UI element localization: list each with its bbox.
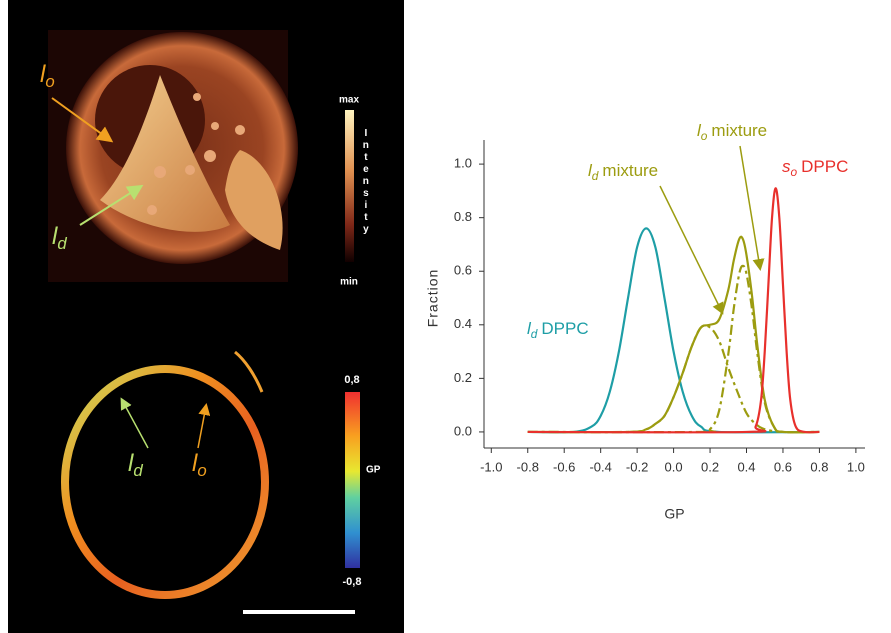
y-tick-label: 0.4 — [454, 316, 472, 331]
colorbar-max: 0,8 — [344, 374, 359, 386]
colorbar-min: -0,8 — [343, 576, 362, 588]
annotation-arrow — [660, 186, 722, 312]
label-subscript: d — [592, 169, 599, 183]
x-tick-label: 1.0 — [847, 459, 865, 474]
label-text: DPPC — [801, 157, 848, 176]
figure: max Intensity min 0,8 GP -0,8 loldldlo-1… — [0, 0, 891, 633]
x-tick-label: 0.8 — [810, 459, 828, 474]
x-tick-label: -0.2 — [626, 459, 648, 474]
y-axis-label: Fraction — [425, 269, 441, 328]
x-tick-label: 0.2 — [701, 459, 719, 474]
x-tick-label: -0.8 — [517, 459, 539, 474]
label-text: DPPC — [541, 319, 588, 338]
x-tick-label: 0.6 — [774, 459, 792, 474]
label-text: mixture — [711, 121, 767, 140]
colorbar-min: min — [340, 277, 358, 288]
colorbar-max: max — [339, 95, 359, 106]
label-subscript: o — [701, 129, 708, 143]
x-axis-label: GP — [664, 506, 684, 522]
colorbar-title: GP — [366, 465, 381, 476]
label-subscript: o — [791, 165, 798, 179]
y-tick-label: 0.8 — [454, 209, 472, 224]
gp-colorbar — [345, 392, 360, 568]
label-subscript: o — [45, 73, 54, 92]
label-text: mixture — [602, 161, 658, 180]
intensity-colorbar — [345, 110, 354, 262]
y-tick-label: 0.0 — [454, 423, 472, 438]
colorbar-title: Intensity — [360, 128, 371, 236]
y-tick-label: 0.6 — [454, 263, 472, 278]
x-tick-label: -0.6 — [553, 459, 575, 474]
x-tick-label: -1.0 — [480, 459, 502, 474]
y-tick-label: 1.0 — [454, 156, 472, 171]
x-tick-label: 0.0 — [665, 459, 683, 474]
x-tick-label: 0.4 — [737, 459, 755, 474]
x-tick-label: -0.4 — [589, 459, 611, 474]
label-subscript: d — [133, 462, 143, 481]
label-subscript: d — [531, 327, 538, 341]
y-tick-label: 0.2 — [454, 370, 472, 385]
label-subscript: o — [197, 462, 206, 481]
label-subscript: d — [57, 235, 67, 254]
series-line — [528, 325, 820, 432]
annotation-arrow — [740, 146, 760, 268]
